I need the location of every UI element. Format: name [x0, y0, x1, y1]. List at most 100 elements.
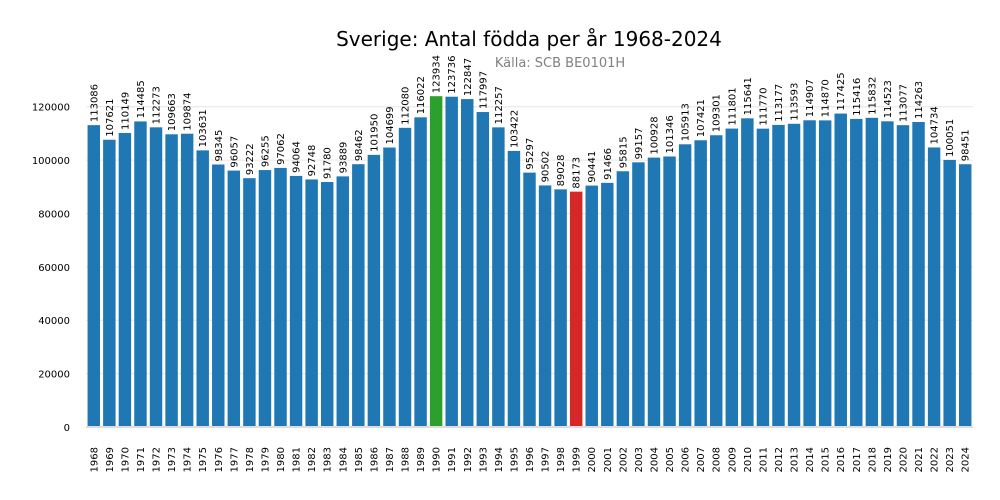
bar: [289, 175, 303, 427]
x-tick-label: 2003: [634, 447, 645, 472]
x-tick-label: 2009: [727, 447, 738, 472]
x-tick-label: 1970: [120, 447, 131, 472]
bar: [943, 159, 956, 427]
x-tick-label: 1985: [354, 447, 365, 472]
x-tick-label: 2008: [712, 447, 723, 472]
x-tick-label: 1993: [478, 447, 489, 472]
bar: [523, 172, 536, 427]
bar: [165, 134, 178, 427]
data-label: 114523: [883, 80, 894, 118]
bar: [274, 167, 287, 427]
x-tick-label: 1987: [385, 447, 396, 472]
bar: [741, 118, 754, 427]
bar: [196, 150, 209, 427]
data-label: 91466: [603, 148, 614, 180]
data-label: 114870: [821, 79, 832, 117]
bar: [103, 139, 116, 427]
bar: [678, 144, 692, 427]
data-label: 98345: [214, 130, 225, 162]
data-label: 98451: [961, 129, 972, 161]
bar: [118, 132, 132, 428]
x-tick-label: 1999: [572, 447, 583, 472]
bar: [476, 112, 490, 427]
data-label: 112080: [401, 87, 412, 125]
x-tick-label: 1981: [292, 447, 303, 472]
bar: [834, 113, 847, 427]
chart-subtitle: Källa: SCB BE0101H: [495, 56, 625, 71]
x-tick-label: 1992: [463, 447, 474, 472]
x-axis-ticks: 1968 1969 1970 1971 1972 1973 1974 1975 1976 1977…: [89, 447, 971, 472]
data-label: 116022: [416, 76, 427, 114]
bar: [87, 125, 101, 427]
data-label: 98462: [354, 129, 365, 161]
data-label: 113077: [898, 84, 909, 122]
data-label: 107621: [105, 99, 116, 137]
bar: [445, 96, 458, 427]
x-tick-label: 1974: [183, 447, 194, 472]
x-tick-label: 2013: [790, 447, 801, 472]
data-label: 103631: [198, 109, 209, 147]
x-tick-label: 1976: [214, 447, 225, 472]
bar: [554, 189, 567, 427]
data-label: 109663: [167, 93, 178, 131]
x-tick-label: 1991: [447, 447, 458, 472]
x-tick-label: 2005: [665, 447, 676, 472]
x-tick-label: 2024: [961, 447, 972, 472]
data-label: 123736: [447, 56, 458, 94]
bar: [414, 117, 427, 427]
bar: [258, 170, 272, 428]
bar: [927, 147, 941, 427]
data-label: 94064: [292, 141, 303, 173]
data-label: 99157: [634, 128, 645, 160]
data-label: 117997: [478, 71, 489, 109]
data-label: 101346: [665, 115, 676, 153]
data-label: 123934: [432, 55, 443, 93]
data-label: 114485: [136, 80, 147, 118]
data-label: 97062: [276, 133, 287, 165]
x-tick-label: 2019: [883, 447, 894, 472]
data-label: 122847: [463, 58, 474, 96]
bar: [818, 120, 832, 427]
x-tick-label: 2000: [587, 447, 598, 472]
bar: [429, 96, 443, 427]
bar: [227, 170, 241, 428]
x-tick-label: 1996: [525, 447, 536, 472]
bar: [352, 164, 365, 428]
bar: [850, 118, 863, 427]
data-label: 110149: [120, 92, 131, 130]
data-label: 95297: [525, 138, 536, 170]
x-tick-label: 1980: [276, 447, 287, 472]
x-tick-label: 2004: [649, 447, 660, 472]
x-tick-label: 1973: [167, 447, 178, 472]
data-label: 93222: [245, 143, 256, 175]
bar: [663, 156, 676, 427]
x-tick-label: 2007: [696, 447, 707, 472]
data-label: 104734: [930, 106, 941, 144]
bar: [725, 128, 739, 427]
x-tick-label: 2015: [821, 447, 832, 472]
data-label: 115416: [852, 78, 863, 116]
bar: [134, 121, 147, 427]
bar: [803, 120, 816, 428]
x-tick-label: 2010: [743, 447, 754, 472]
bar: [585, 185, 598, 427]
x-tick-label: 1986: [369, 447, 380, 472]
data-label: 111801: [727, 87, 738, 125]
x-tick-label: 2012: [774, 447, 785, 472]
x-tick-label: 1990: [432, 447, 443, 472]
bar: [772, 124, 785, 427]
data-label: 88173: [572, 157, 583, 189]
bar: [756, 128, 770, 427]
data-label: 109301: [712, 94, 723, 132]
bar: [958, 164, 972, 428]
bar: [896, 125, 910, 428]
data-labels: 113086 107621 110149 114485 112273 109663 1098…: [89, 55, 971, 189]
data-label: 114907: [805, 79, 816, 117]
bar: [569, 191, 583, 427]
bar: [632, 162, 645, 427]
data-label: 96255: [260, 135, 271, 167]
bar: [710, 135, 723, 427]
data-label: 111770: [758, 87, 769, 125]
y-tick-label: 40000: [38, 316, 70, 327]
